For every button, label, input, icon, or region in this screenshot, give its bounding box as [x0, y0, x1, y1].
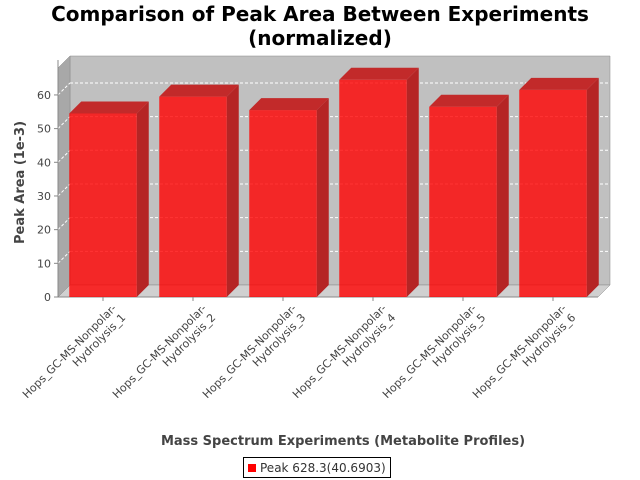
chart-title-line-2: (normalized): [248, 26, 392, 50]
bar-side: [226, 84, 239, 297]
bar: [339, 67, 419, 297]
x-tick-label-line: Hops_GC-MS-Nonpolar-: [110, 302, 209, 401]
x-tick-label-line: Hops_GC-MS-Nonpolar-: [290, 302, 389, 401]
x-tick-label-line: Hops_GC-MS-Nonpolar-: [200, 302, 299, 401]
y-tick-label: 40: [37, 156, 51, 169]
bar-side: [136, 101, 149, 298]
gridline-side: [57, 116, 71, 129]
legend-swatch: [248, 463, 256, 472]
y-tick-label: 30: [37, 190, 51, 203]
bar-side: [316, 98, 329, 298]
bar-top: [519, 77, 599, 90]
y-tick-label: 20: [37, 224, 51, 237]
bar: [429, 94, 509, 298]
bar-front: [429, 106, 497, 298]
plot-left-wall: [57, 55, 71, 298]
x-tick-label-line: Hops_GC-MS-Nonpolar-: [470, 302, 569, 401]
y-axis-title: Peak Area (1e-3): [13, 121, 28, 244]
x-tick-label-line: Hops_GC-MS-Nonpolar-: [20, 302, 119, 401]
y-tick-label: 0: [44, 291, 51, 304]
bar-front: [519, 89, 587, 297]
y-tick-label: 50: [37, 123, 51, 136]
bar-side: [586, 77, 599, 297]
x-axis-title: Mass Spectrum Experiments (Metabolite Pr…: [161, 434, 525, 449]
y-tick-label: 10: [37, 257, 51, 270]
bar-front: [69, 113, 137, 298]
gridline-side: [57, 217, 71, 231]
bar-side: [496, 94, 509, 298]
bar-side: [406, 67, 419, 297]
x-tick-label-line: Hops_GC-MS-Nonpolar-: [380, 302, 479, 401]
legend-label: Peak 628.3(40.6903): [260, 460, 386, 475]
gridline-side: [57, 149, 71, 163]
gridline-side: [57, 82, 71, 96]
bar-top: [429, 94, 509, 107]
chart-title-line-1: Comparison of Peak Area Between Experime…: [51, 2, 589, 26]
gridline-side: [57, 250, 71, 264]
bar: [249, 98, 329, 298]
bar: [519, 77, 599, 297]
gridline-side: [57, 183, 71, 197]
bar: [69, 101, 149, 298]
x-tick-label: Hops_GC-MS-Nonpolar-Hydrolysis_6: [470, 302, 578, 410]
bar-front: [159, 96, 227, 297]
chart-title: Comparison of Peak Area Between Experime…: [0, 2, 640, 50]
bar-top: [249, 98, 329, 111]
y-tick-label: 60: [37, 89, 51, 102]
bar-front: [249, 110, 317, 298]
bar-top: [339, 67, 419, 80]
bar-front: [339, 79, 407, 297]
bar-top: [69, 101, 149, 114]
bar-top: [159, 84, 239, 97]
legend: Peak 628.3(40.6903): [243, 457, 391, 478]
bar: [159, 84, 239, 297]
